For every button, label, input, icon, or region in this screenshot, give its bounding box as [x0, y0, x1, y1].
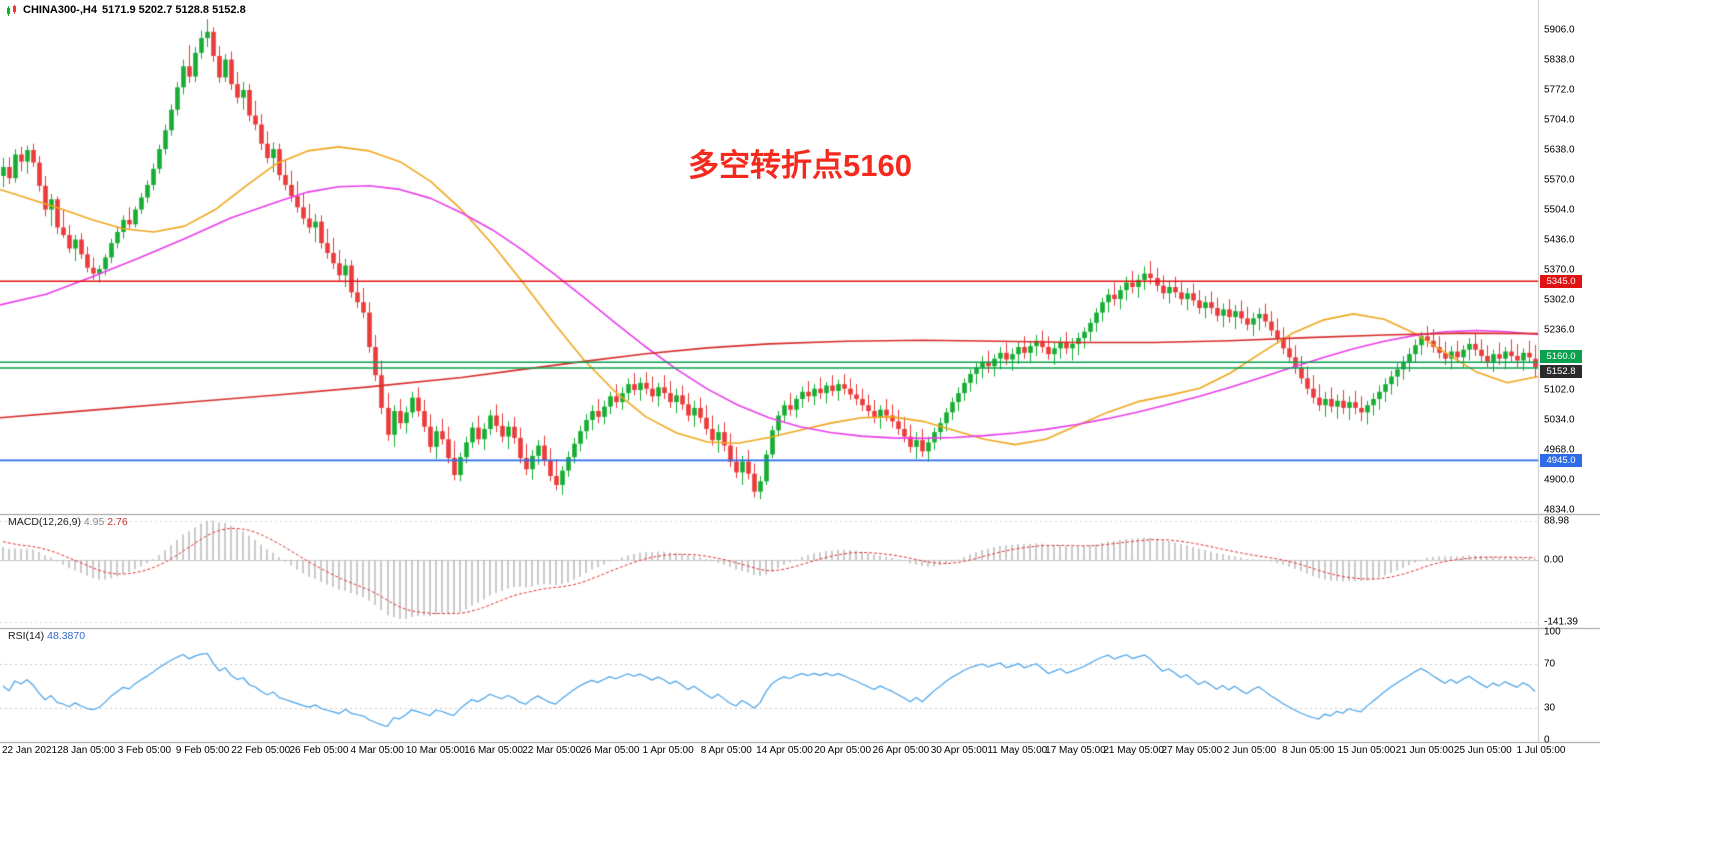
- time-axis-label: 21 Jun 05:00: [1395, 745, 1454, 756]
- macd-panel-resize-handle[interactable]: [0, 510, 1600, 519]
- rsi-value: 48.3870: [47, 630, 86, 642]
- time-axis-label: 26 Apr 05:00: [872, 745, 930, 756]
- hline-price-tag: 5345.0: [1540, 274, 1582, 288]
- price-axis-label: 4968.0: [1544, 444, 1575, 456]
- rsi-axis-label: 100: [1544, 626, 1561, 638]
- rsi-axis-label: 70: [1544, 658, 1556, 670]
- price-axis-label: 5704.0: [1544, 114, 1575, 126]
- rsi-label-text: RSI(14): [8, 630, 45, 642]
- price-axis-label: 5102.0: [1544, 384, 1575, 396]
- time-axis-label: 22 Mar 05:00: [522, 745, 582, 756]
- time-axis-label: 2 Jun 05:00: [1223, 745, 1277, 756]
- macd-label-text: MACD(12,26,9): [8, 516, 81, 528]
- price-axis-label: 5436.0: [1544, 234, 1575, 246]
- price-axis-label: 5236.0: [1544, 324, 1575, 336]
- macd-axis-label: -141.39: [1544, 616, 1578, 628]
- time-axis-label: 4 Mar 05:00: [350, 745, 404, 756]
- price-axis-label: 5370.0: [1544, 264, 1575, 276]
- time-axis-label: 14 Apr 05:00: [756, 745, 813, 756]
- last-price-tag: 5152.8: [1540, 365, 1582, 379]
- macd-axis-label: 88.98: [1544, 515, 1570, 527]
- time-axis-label: 30 Apr 05:00: [930, 745, 988, 756]
- time-axis-label: 15 Jun 05:00: [1337, 745, 1396, 756]
- time-axis-label: 22 Feb 05:00: [231, 745, 291, 756]
- time-axis-label: 26 Mar 05:00: [580, 745, 640, 756]
- time-axis-label: 26 Feb 05:00: [289, 745, 349, 756]
- time-axis-label: 1 Jul 05:00: [1516, 745, 1566, 756]
- time-axis-label: 9 Feb 05:00: [175, 745, 230, 756]
- macd-indicator-label: MACD(12,26,9) 4.95 2.76: [8, 516, 128, 528]
- rsi-indicator-label: RSI(14) 48.3870: [8, 630, 85, 642]
- rsi-axis-label: 30: [1544, 702, 1556, 714]
- rsi-panel-resize-handle[interactable]: [0, 624, 1600, 633]
- time-axis-label: 22 Jan 2021: [2, 745, 58, 756]
- time-axis-label: 8 Jun 05:00: [1282, 745, 1335, 756]
- time-axis-label: 28 Jan 05:00: [57, 745, 116, 756]
- time-axis-label: 16 Mar 05:00: [464, 745, 523, 756]
- hline-price-tag: 4945.0: [1540, 453, 1582, 467]
- rsi-axis-label: 0: [1544, 734, 1550, 746]
- time-axis-label: 17 May 05:00: [1045, 745, 1106, 756]
- price-axis-label: 5838.0: [1544, 54, 1575, 66]
- price-axis-label: 5034.0: [1544, 414, 1575, 426]
- price-axis-label: 5772.0: [1544, 84, 1575, 96]
- ohlc-values: 5171.9 5202.7 5128.8 5152.8: [101, 4, 246, 16]
- macd-axis-label: 0.00: [1544, 554, 1564, 566]
- candlestick-chart-icon: [7, 4, 16, 16]
- time-axis-label: 25 Jun 05:00: [1453, 745, 1512, 756]
- price-axis-label: 5570.0: [1544, 174, 1575, 186]
- time-axis-label: 21 May 05:00: [1103, 745, 1164, 756]
- pivot-point-annotation: 多空转折点5160: [688, 148, 912, 183]
- price-axis-label: 4834.0: [1544, 504, 1575, 516]
- price-axis-label: 5906.0: [1544, 24, 1575, 36]
- price-axis-label: 4900.0: [1544, 474, 1575, 486]
- macd-main-value: 4.95: [83, 516, 105, 528]
- time-axis-label: 8 Apr 05:00: [700, 745, 752, 756]
- time-axis-label: 20 Apr 05:00: [814, 745, 872, 756]
- time-axis-label: 10 Mar 05:00: [405, 745, 465, 756]
- chart-header: CHINA300-,H4 5171.9 5202.7 5128.8 5152.8: [6, 4, 246, 16]
- macd-signal-value: 2.76: [107, 516, 128, 528]
- time-axis-label: 11 May 05:00: [987, 745, 1048, 756]
- price-axis-label: 5504.0: [1544, 204, 1575, 216]
- time-axis-label: 3 Feb 05:00: [117, 745, 172, 756]
- hline-price-tag: 5160.0: [1540, 350, 1582, 364]
- price-axis-label: 5302.0: [1544, 294, 1575, 306]
- price-axis-label: 5638.0: [1544, 144, 1575, 156]
- symbol-period-label: CHINA300-,H4: [23, 4, 97, 16]
- time-axis-label: 1 Apr 05:00: [642, 745, 694, 756]
- time-axis-label: 27 May 05:00: [1161, 745, 1223, 756]
